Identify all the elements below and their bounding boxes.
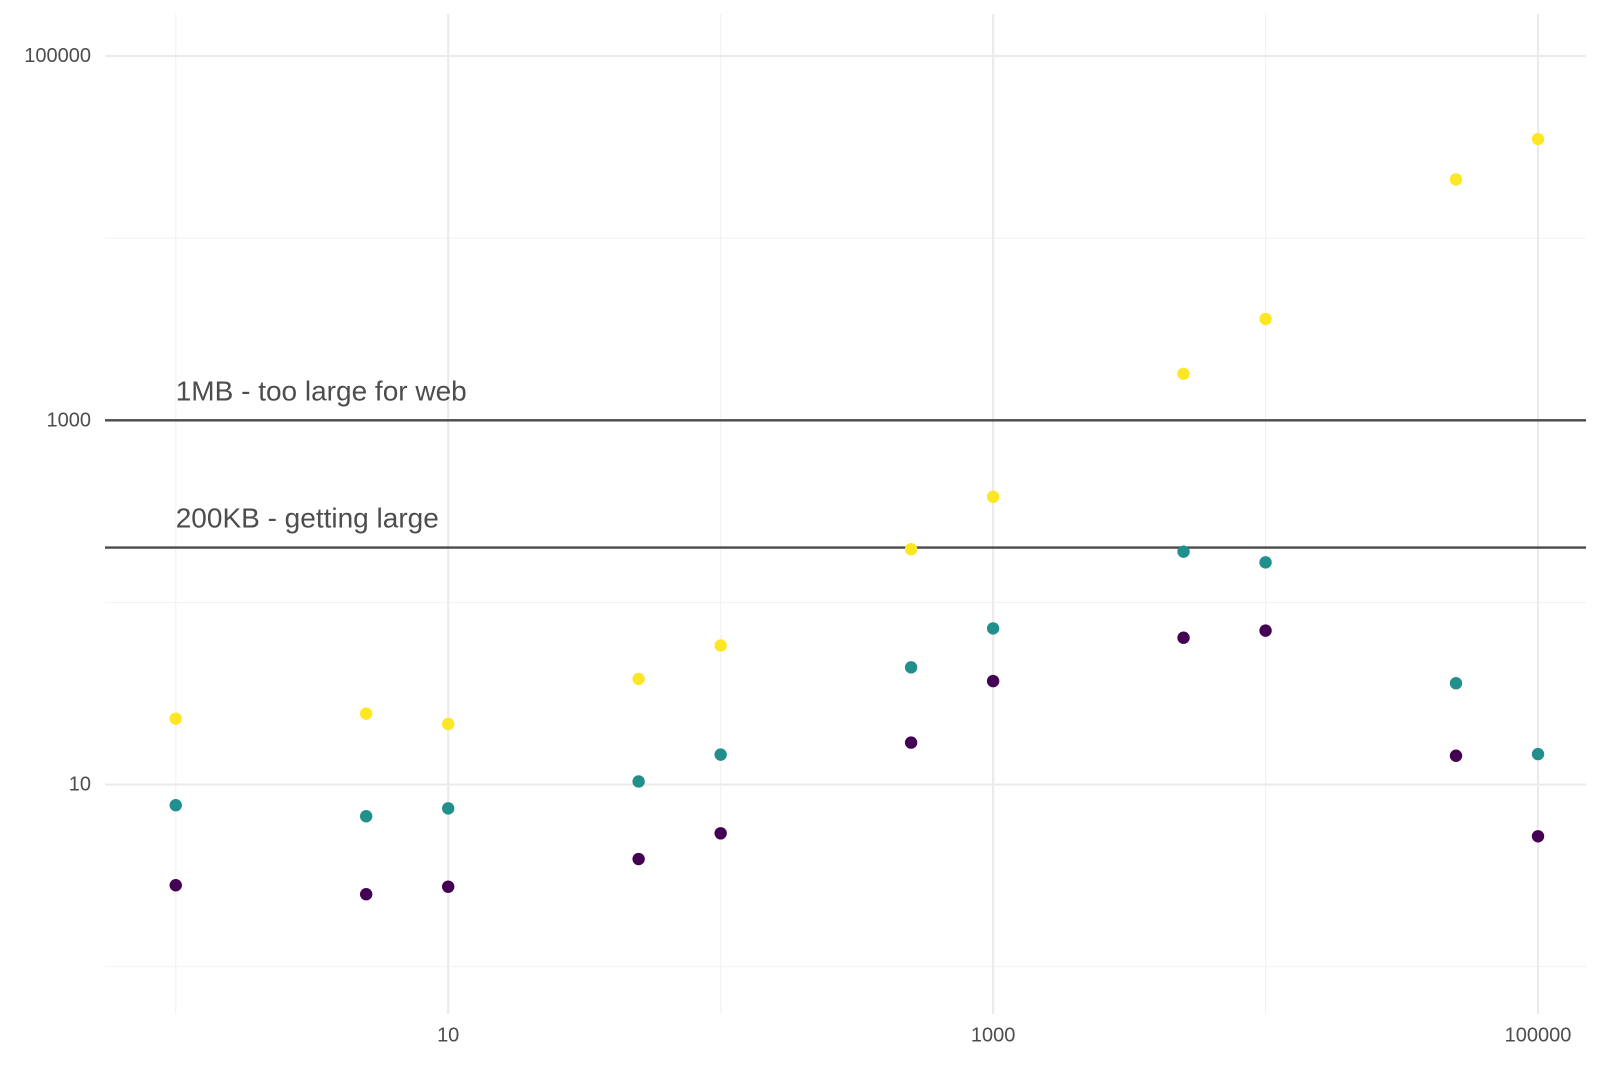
y-tick-label: 1000 [47,409,92,431]
reference-lines: 1MB - too large for web 200KB - getting l… [105,375,1586,549]
data-point [1177,367,1190,380]
data-point [359,888,373,901]
data-point [1531,132,1545,146]
data-points [169,132,1545,901]
data-point [1449,749,1463,762]
data-point [632,852,645,866]
x-tick-label: 1000 [971,1025,1016,1047]
data-point [1259,556,1272,569]
data-point [359,707,373,720]
data-point [1531,747,1545,761]
x-tick-label: 100000 [1505,1025,1572,1047]
data-point [1177,545,1190,558]
data-point [904,736,918,749]
data-point [359,810,373,823]
data-point [904,542,918,556]
data-point [632,775,645,788]
data-point [986,622,1000,635]
data-point [441,802,455,815]
data-point [1449,173,1463,186]
data-point [986,674,1000,688]
data-point [441,880,455,893]
y-tick-label: 100000 [24,45,91,67]
data-point [986,490,1000,504]
y-tick-label: 10 [69,774,91,796]
data-point [1531,830,1545,843]
data-point [169,799,182,812]
x-tick-label: 10 [437,1025,459,1047]
data-point [904,661,918,674]
data-point [1177,631,1190,644]
data-point [714,748,727,761]
data-point [169,712,182,725]
data-point [1259,624,1272,637]
data-point [632,672,645,686]
reference-line-label: 200KB - getting large [176,503,439,534]
data-point [1259,312,1272,326]
axis-tick-labels: 10 1000 100000 10 1000 100000 [24,45,1571,1047]
data-point [714,827,727,840]
reference-line-label: 1MB - too large for web [176,375,467,406]
data-point [169,879,182,892]
data-point [714,639,727,652]
data-point [1449,677,1463,690]
data-point [441,717,455,731]
